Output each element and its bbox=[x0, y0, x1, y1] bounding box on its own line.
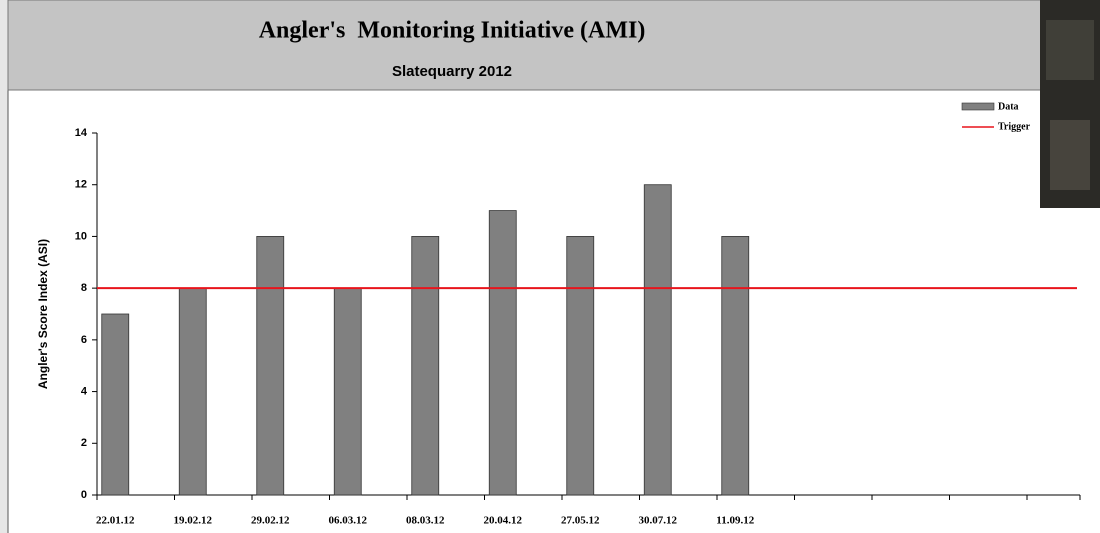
bar bbox=[567, 236, 594, 495]
y-tick-label: 2 bbox=[81, 437, 87, 449]
x-tick-label: 30.07.12 bbox=[639, 515, 678, 527]
x-tick-label: 29.02.12 bbox=[251, 515, 290, 527]
x-tick-label: 27.05.12 bbox=[561, 515, 600, 527]
y-axis-label: Angler's Score Index (ASI) bbox=[36, 239, 50, 389]
y-tick-label: 0 bbox=[81, 489, 87, 501]
legend: Data Trigger bbox=[962, 101, 1031, 132]
bar bbox=[102, 314, 129, 495]
y-tick-label: 14 bbox=[75, 127, 88, 139]
bar bbox=[334, 288, 361, 495]
legend-swatch bbox=[962, 103, 994, 110]
chart: Angler's Monitoring Initiative (AMI) Sla… bbox=[0, 0, 1100, 533]
bar bbox=[412, 236, 439, 495]
y-tick-label: 12 bbox=[75, 179, 87, 191]
bar bbox=[644, 185, 671, 495]
sheet-edge bbox=[0, 0, 8, 533]
x-tick-label: 20.04.12 bbox=[484, 515, 523, 527]
header-band bbox=[8, 0, 1100, 90]
x-tick-label: 22.01.12 bbox=[96, 515, 135, 527]
photo-detail bbox=[1050, 120, 1090, 190]
x-tick-label: 08.03.12 bbox=[406, 515, 445, 527]
y-tick-label: 10 bbox=[75, 230, 87, 242]
legend-label: Data bbox=[998, 101, 1019, 112]
chart-title: Angler's Monitoring Initiative (AMI) bbox=[259, 18, 646, 44]
bar bbox=[489, 211, 516, 495]
bar bbox=[179, 288, 206, 495]
x-tick-label: 19.02.12 bbox=[174, 515, 213, 527]
photo-detail bbox=[1046, 20, 1094, 80]
y-tick-label: 4 bbox=[81, 385, 88, 397]
bar bbox=[257, 236, 284, 495]
plot: 0 2 4 6 8 10 12 14 22.01.12 19.02.12 29.02.12 06.03… bbox=[75, 127, 1080, 527]
x-tick-label: 06.03.12 bbox=[329, 515, 368, 527]
y-tick-label: 8 bbox=[81, 282, 87, 294]
bar bbox=[722, 236, 749, 495]
y-tick-label: 6 bbox=[81, 334, 87, 346]
x-tick-label: 11.09.12 bbox=[716, 515, 754, 527]
chart-subtitle: Slatequarry 2012 bbox=[392, 63, 512, 80]
legend-label: Trigger bbox=[998, 121, 1031, 132]
page: Angler's Monitoring Initiative (AMI) Sla… bbox=[0, 0, 1100, 533]
